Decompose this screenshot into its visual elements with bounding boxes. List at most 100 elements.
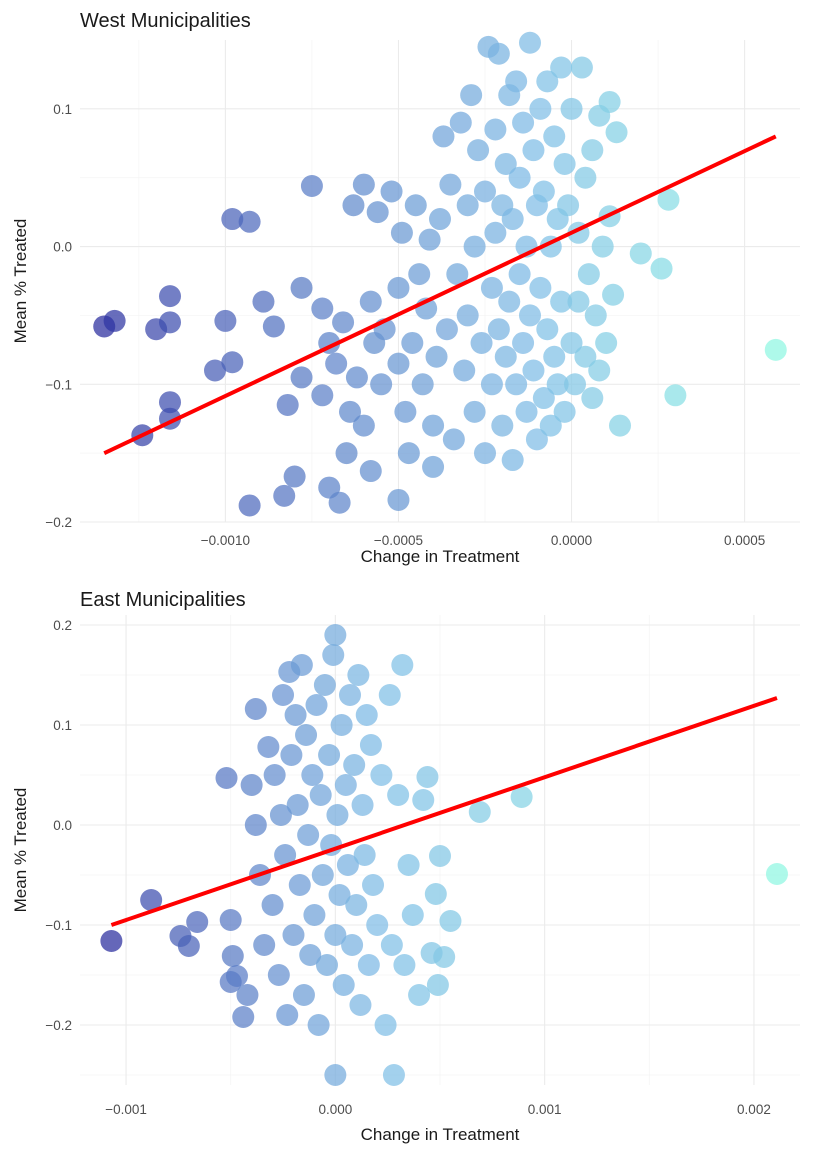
data-point [311, 297, 334, 320]
data-point [391, 654, 414, 676]
data-point [522, 359, 545, 382]
data-point [332, 311, 355, 334]
data-point [574, 345, 597, 368]
data-point [529, 97, 552, 120]
data-point [397, 442, 420, 465]
data-point [525, 428, 548, 451]
data-point [299, 944, 322, 966]
x-tick-label: 0.002 [737, 1102, 771, 1117]
panel-east: −0.001 0.000 0.001 0.002 −0.2 −0.1 0.0 0.1 0.2 Ea… [11, 589, 800, 1144]
data-point [238, 494, 261, 517]
data-point [487, 318, 510, 341]
data-point [404, 194, 427, 217]
data-point [657, 188, 680, 211]
data-point [522, 139, 545, 162]
data-point [577, 263, 600, 286]
data-point [581, 139, 604, 162]
data-point [370, 373, 393, 396]
data-point [470, 331, 493, 354]
data-point [380, 934, 403, 956]
data-point [322, 644, 345, 666]
data-point [311, 864, 334, 886]
points [93, 31, 787, 517]
data-point [276, 393, 299, 416]
x-tick-label: −0.0005 [374, 533, 423, 548]
data-point [588, 359, 611, 382]
data-point [332, 974, 355, 996]
panel-west: −0.0010 −0.0005 0.0000 0.0005 −0.2 −0.1 0.0 0.1… [11, 10, 800, 566]
data-point [380, 180, 403, 203]
y-tick-label: 0.0 [53, 240, 72, 255]
data-point [460, 84, 483, 107]
data-point [397, 854, 420, 876]
data-point [177, 935, 200, 957]
data-point [439, 173, 462, 196]
data-point [288, 874, 311, 896]
data-point [401, 904, 424, 926]
data-point [334, 774, 357, 796]
data-point [429, 845, 451, 867]
x-tick-label: 0.001 [528, 1102, 562, 1117]
data-point [412, 789, 435, 811]
data-point [221, 351, 244, 374]
y-axis-title: Mean % Treated [11, 219, 30, 344]
data-point [467, 139, 490, 162]
data-point [300, 174, 323, 197]
y-axis-title: Mean % Treated [11, 788, 30, 913]
data-point [345, 894, 368, 916]
data-point [401, 331, 424, 354]
data-point [261, 894, 284, 916]
data-point [557, 194, 580, 217]
data-point [432, 125, 455, 148]
data-point [214, 309, 237, 332]
data-point [508, 166, 531, 189]
data-point [439, 910, 462, 932]
data-point [387, 276, 410, 299]
data-point [236, 984, 259, 1006]
data-point [238, 210, 261, 233]
gridlines [80, 40, 800, 523]
data-point [508, 263, 531, 286]
data-point [512, 331, 535, 354]
data-point [474, 180, 496, 203]
data-point [290, 276, 313, 299]
data-point [330, 714, 353, 736]
y-tick-label: −0.1 [45, 918, 72, 933]
data-point [425, 345, 448, 368]
data-point [351, 794, 374, 816]
data-point [326, 804, 349, 826]
data-point [290, 366, 313, 389]
data-point [290, 654, 313, 676]
data-point [305, 694, 328, 716]
data-point [355, 704, 378, 726]
data-point [390, 221, 413, 244]
data-point [433, 946, 456, 968]
x-tick-label: −0.001 [105, 1102, 147, 1117]
data-point [262, 315, 285, 338]
data-point [267, 964, 290, 986]
data-point [219, 909, 242, 931]
data-point [598, 90, 621, 113]
data-point [519, 31, 541, 54]
data-point [480, 373, 503, 396]
data-point [664, 384, 687, 407]
data-point [532, 387, 555, 410]
y-tick-label: −0.1 [45, 377, 72, 392]
data-point [204, 359, 226, 382]
data-point [324, 624, 347, 646]
data-point [560, 97, 583, 120]
y-tick-label: 0.2 [53, 618, 72, 633]
data-point [501, 449, 524, 472]
data-point [274, 844, 297, 866]
data-point [629, 242, 652, 265]
data-point [543, 345, 566, 368]
data-point [429, 208, 451, 231]
data-point [501, 208, 524, 231]
data-point [263, 764, 286, 786]
data-point [487, 42, 510, 65]
x-tick-label: 0.0000 [551, 533, 592, 548]
data-point [494, 152, 517, 175]
data-point [366, 914, 389, 936]
data-point [240, 774, 263, 796]
